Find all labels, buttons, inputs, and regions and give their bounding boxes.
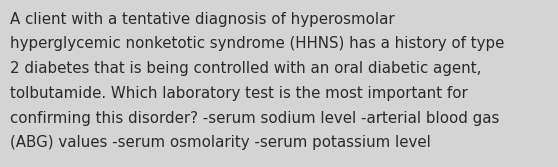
Text: tolbutamide. Which laboratory test is the most important for: tolbutamide. Which laboratory test is th… <box>10 86 468 101</box>
Text: (ABG) values -serum osmolarity -serum potassium level: (ABG) values -serum osmolarity -serum po… <box>10 135 431 150</box>
Text: confirming this disorder? -serum sodium level -arterial blood gas: confirming this disorder? -serum sodium … <box>10 111 499 126</box>
Text: hyperglycemic nonketotic syndrome (HHNS) has a history of type: hyperglycemic nonketotic syndrome (HHNS)… <box>10 36 504 51</box>
Text: A client with a tentative diagnosis of hyperosmolar: A client with a tentative diagnosis of h… <box>10 12 395 27</box>
Text: 2 diabetes that is being controlled with an oral diabetic agent,: 2 diabetes that is being controlled with… <box>10 61 482 76</box>
